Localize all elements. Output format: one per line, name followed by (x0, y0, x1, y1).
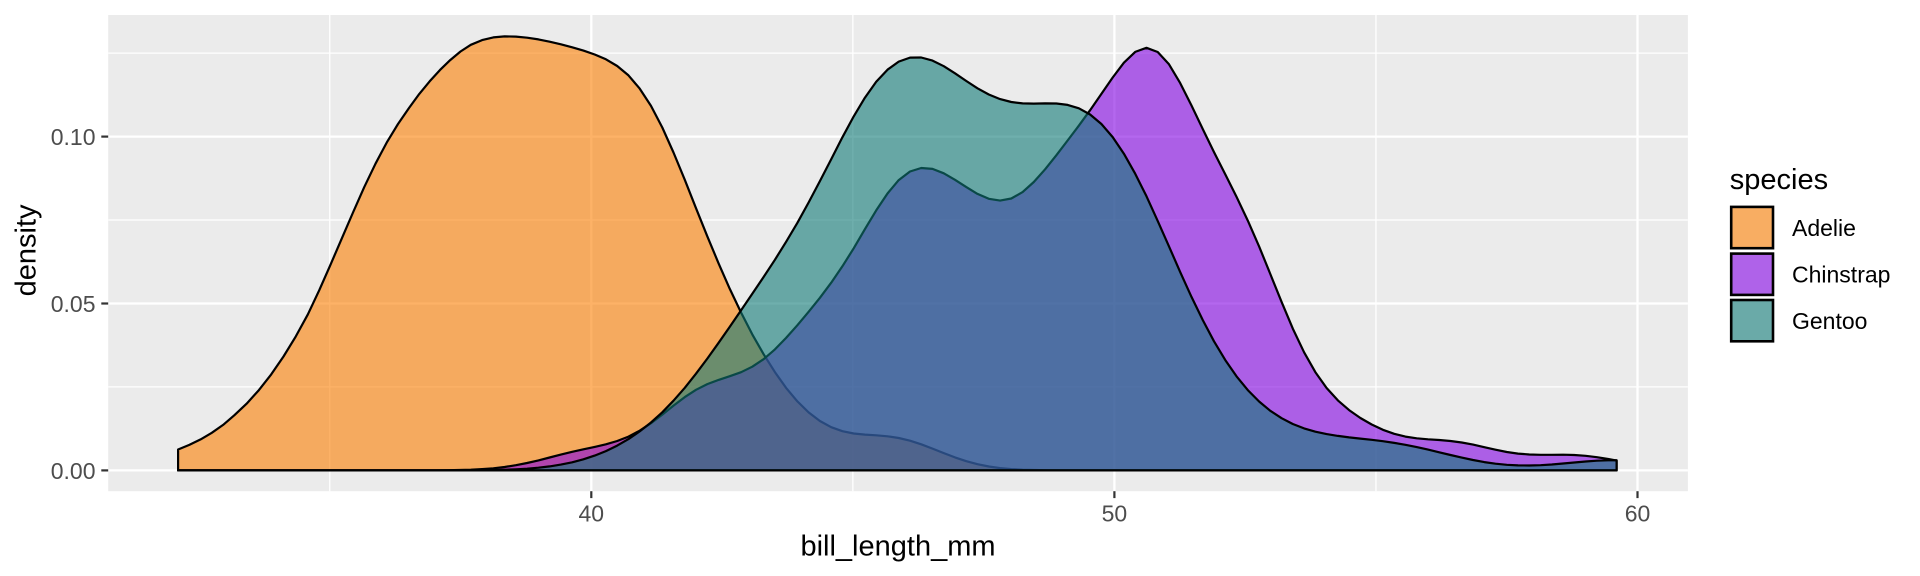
svg-text:0.00: 0.00 (51, 458, 96, 484)
svg-text:bill_length_mm: bill_length_mm (800, 531, 995, 563)
svg-text:species: species (1730, 164, 1828, 196)
svg-text:Gentoo: Gentoo (1792, 308, 1867, 334)
svg-text:0.10: 0.10 (51, 124, 96, 150)
svg-text:Adelie: Adelie (1792, 215, 1856, 241)
svg-text:60: 60 (1625, 501, 1651, 527)
svg-text:40: 40 (579, 501, 605, 527)
svg-text:Chinstrap: Chinstrap (1792, 261, 1890, 287)
svg-text:0.05: 0.05 (51, 291, 96, 317)
svg-text:50: 50 (1102, 501, 1128, 527)
svg-text:density: density (11, 204, 43, 296)
